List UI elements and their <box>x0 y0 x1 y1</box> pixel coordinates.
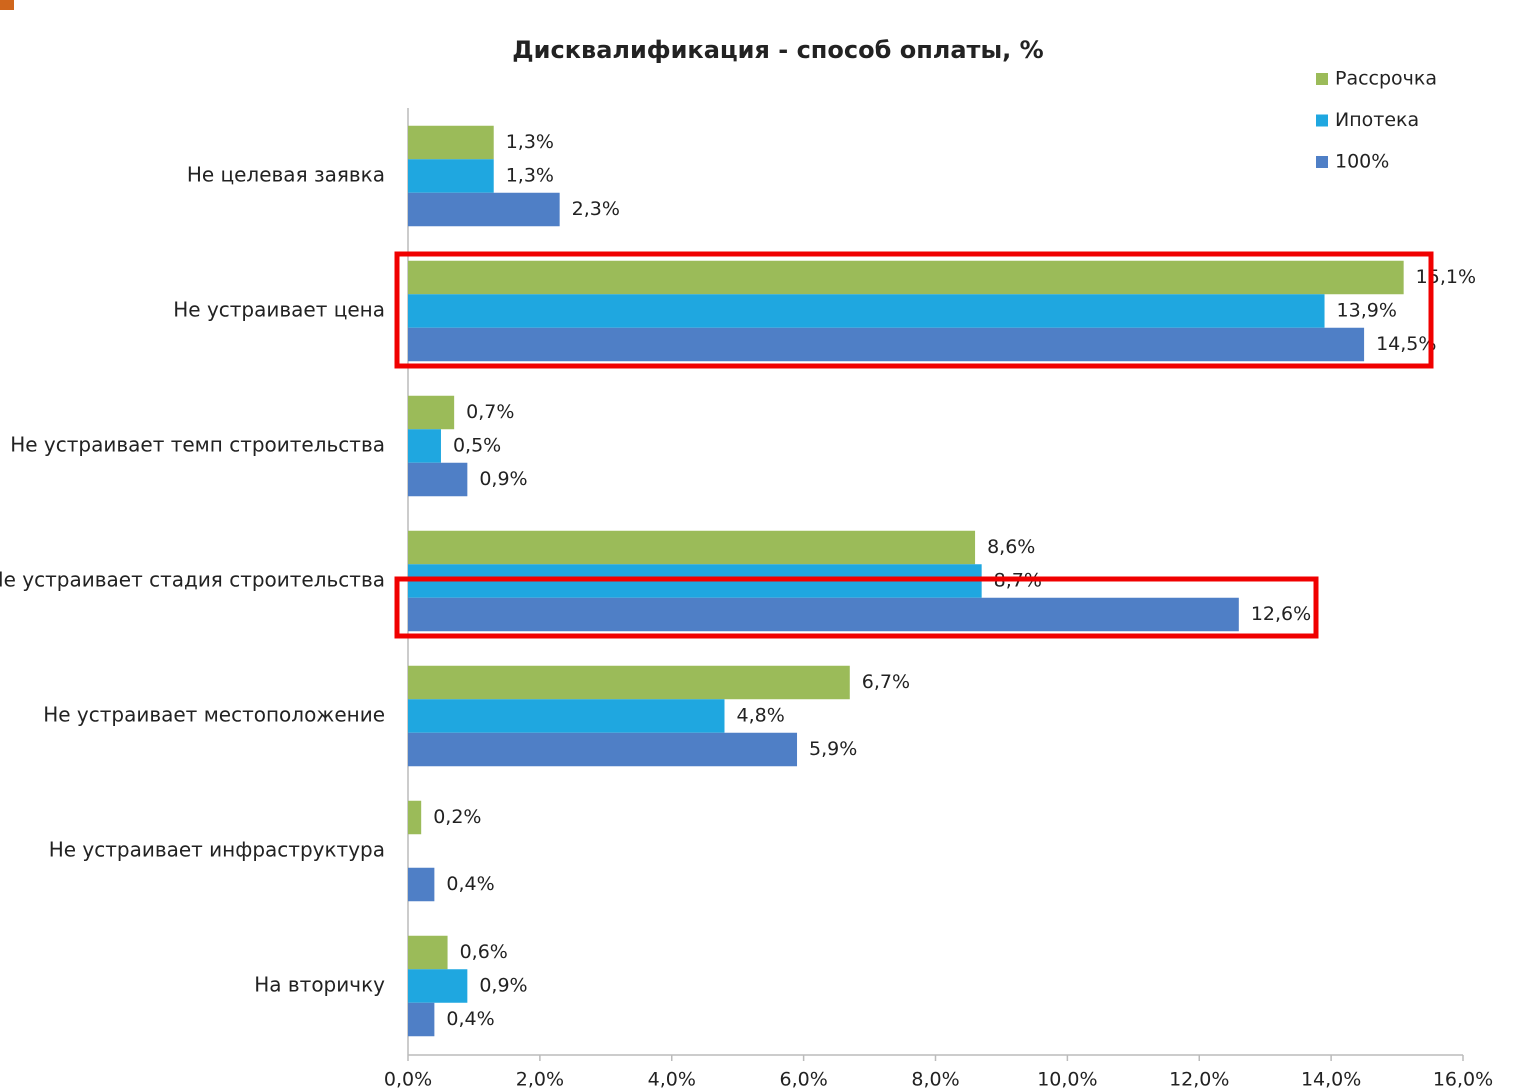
x-tick-label: 16,0% <box>1433 1069 1493 1091</box>
bar <box>408 699 725 733</box>
bar <box>408 192 560 227</box>
x-tick-label: 4,0% <box>648 1069 696 1091</box>
value-label: 13,9% <box>1337 300 1397 322</box>
category-label: На вторичку <box>254 973 385 997</box>
legend-swatch <box>1316 73 1328 85</box>
bar <box>408 1002 435 1037</box>
category-label: Не устраивает стадия строительства <box>0 568 385 592</box>
value-label: 5,9% <box>809 738 857 760</box>
bar <box>408 395 455 430</box>
bar <box>408 732 798 767</box>
bar <box>408 867 435 902</box>
value-label: 4,8% <box>737 705 785 727</box>
value-label: 0,9% <box>479 975 527 997</box>
value-label: 0,4% <box>446 1008 494 1030</box>
x-tick-label: 14,0% <box>1301 1069 1361 1091</box>
category-label: Не устраивает местоположение <box>43 703 385 727</box>
x-tick-label: 12,0% <box>1169 1069 1229 1091</box>
value-label: 12,6% <box>1251 603 1311 625</box>
x-tick-label: 2,0% <box>516 1069 564 1091</box>
category-label: Не устраивает инфраструктура <box>49 838 385 862</box>
x-tick-label: 0,0% <box>384 1069 432 1091</box>
bar <box>408 597 1239 632</box>
value-label: 1,3% <box>506 165 554 187</box>
bar <box>408 260 1404 295</box>
highlight-box <box>394 251 1434 369</box>
value-label: 0,9% <box>479 468 527 490</box>
bar <box>408 429 441 463</box>
value-label: 0,6% <box>460 941 508 963</box>
bar <box>408 294 1325 328</box>
legend-label: Ипотека <box>1335 109 1419 131</box>
legend-swatch <box>1316 156 1328 168</box>
bar <box>408 462 468 497</box>
value-label: 15,1% <box>1416 266 1476 288</box>
x-tick-label: 10,0% <box>1037 1069 1097 1091</box>
bar <box>408 935 448 970</box>
category-label: Не устраивает темп строительства <box>10 433 385 457</box>
bar <box>408 800 422 835</box>
value-label: 0,2% <box>433 806 481 828</box>
value-label: 0,5% <box>453 435 501 457</box>
bar <box>408 969 468 1003</box>
legend-label: 100% <box>1335 151 1389 173</box>
bar <box>408 159 494 193</box>
x-tick-label: 6,0% <box>779 1069 827 1091</box>
chart-title: Дисквалификация - способ оплаты, % <box>512 36 1043 64</box>
bar <box>408 125 494 160</box>
value-label: 0,7% <box>466 401 514 423</box>
value-label: 14,5% <box>1376 333 1436 355</box>
bar <box>408 530 976 565</box>
highlight-box <box>394 576 1319 639</box>
value-label: 2,3% <box>572 198 620 220</box>
category-label: Не целевая заявка <box>187 163 385 187</box>
x-tick-label: 8,0% <box>911 1069 959 1091</box>
value-label: 1,3% <box>506 131 554 153</box>
bar <box>408 665 850 700</box>
bar <box>408 327 1365 362</box>
category-label: Не устраивает цена <box>173 298 385 322</box>
value-label: 0,4% <box>446 873 494 895</box>
corner-marker <box>0 0 14 10</box>
value-label: 8,6% <box>987 536 1035 558</box>
legend-swatch <box>1316 114 1328 127</box>
legend-label: Рассрочка <box>1335 68 1437 90</box>
value-label: 6,7% <box>862 671 910 693</box>
